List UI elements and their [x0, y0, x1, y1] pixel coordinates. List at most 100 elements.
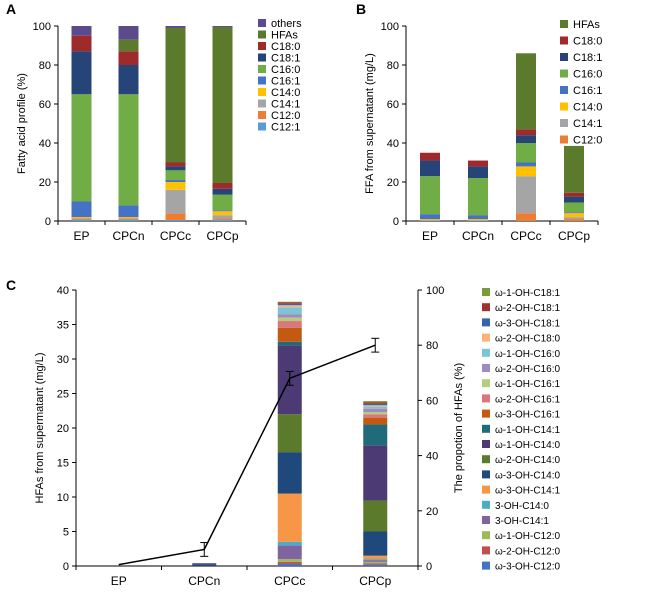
panel-a-bar-ep-c16-1: [71, 201, 92, 218]
panel-c-bar-cpcc-w-1-oh-c14-1: [277, 341, 302, 346]
panel-c-legend-label-w-2-oh-c16-0: ω-2-OH-C16:0: [495, 364, 560, 375]
panel-a-legend-label-c18-0: C18:0: [271, 41, 300, 53]
panel-b-bar-cpcn-c14-0: [468, 219, 488, 221]
panel-c-y2-tick-label: 80: [426, 340, 438, 352]
panel-b-bar-cpcp-hfas: [564, 145, 584, 193]
panel-b-y-tick-label: 20: [387, 177, 399, 189]
panel-b-bar-cpcn-c18-1: [468, 166, 488, 179]
panel-b-legend-swatch-c18-0: [560, 36, 568, 45]
panel-c-bar-cpcp-w-1-oh-c16-1: [363, 412, 388, 415]
panel-c-legend-swatch-w-1-oh-c12-0: [482, 531, 490, 540]
panel-a-legend-label-c18-1: C18:1: [271, 53, 300, 65]
panel-c-y2-tick-label: 100: [426, 285, 444, 297]
panel-b-y-tick-label: 100: [381, 21, 399, 33]
panel-c-bar-cpcp-w-3-oh-c14-0: [363, 531, 388, 556]
panel-a-bar-cpcp-c12-0: [212, 219, 233, 221]
panel-a-bar-ep-c18-0: [71, 35, 92, 52]
panel-c-bar-cpcn-w-1-oh-c14-0: [192, 563, 217, 565]
panel-a-legend-swatch-others: [258, 19, 266, 27]
panel-b-legend-label-c12-0: C12:0: [573, 135, 602, 147]
panel-a-legend-swatch-c14-1: [258, 99, 266, 108]
panel-b-legend-swatch-c14-0: [560, 102, 568, 111]
panel-c-bar-cpcc-w-2-oh-c12-0: [277, 561, 302, 564]
panel-a-bar-cpcc-others: [165, 26, 186, 28]
panel-c-legend-label-w-3-oh-c12-0: ω-3-OH-C12:0: [495, 562, 560, 573]
panel-c-proportion-line: [118, 344, 376, 566]
panel-b-bar-ep-c16-1: [420, 214, 440, 220]
panel-c-bar-cpcc-w-3-oh-c14-1: [277, 493, 302, 542]
panel-a-bar-cpcp-c14-1: [212, 215, 233, 220]
panel-a-legend-swatch-c14-0: [258, 88, 266, 96]
panel-a-bar-cpcp-c18-0: [212, 182, 233, 189]
panel-c-legend-swatch-w-3-oh-c14-0: [482, 470, 490, 479]
panel-c-bar-cpcp-w-1-oh-c14-1: [363, 424, 388, 446]
panel-c-bar-cpcp-w-2-oh-c12-0: [363, 563, 388, 565]
panel-c-bar-cpcc-w-3-oh-c12-0: [277, 563, 302, 566]
panel-b-legend-label-c14-1: C14:1: [573, 118, 602, 130]
panel-b-legend-swatch-c14-1: [560, 119, 568, 127]
panel-c-category-label: CPCn: [188, 574, 220, 588]
panel-c-legend-swatch-3-oh-c14-1: [482, 516, 490, 524]
panel-a-y-tick-label: 80: [39, 60, 51, 72]
panel-b-y-tick-label: 40: [387, 138, 399, 150]
panel-c-legend-label-w-3-oh-c16-1: ω-3-OH-C16:1: [495, 410, 560, 421]
panel-c-legend-swatch-w-2-oh-c18-0: [482, 333, 490, 342]
panel-c-y-axis-label: HFAs from supermatant (mg/L): [34, 353, 46, 504]
panel-a-legend-label-c16-0: C16:0: [271, 64, 300, 76]
panel-c-legend-label-w-1-oh-c16-0: ω-1-OH-C16:0: [495, 349, 560, 360]
panel-b-bar-ep-c18-1: [420, 160, 440, 177]
panel-c-legend-swatch-w-3-oh-c12-0: [482, 561, 490, 570]
panel-a-legend-label-c12-1: C12:1: [271, 122, 300, 134]
panel-b-bar-cpcp-c16-1: [564, 212, 584, 214]
panel-b-bar-cpcp-c18-0: [564, 192, 584, 197]
panel-b-legend-swatch-c16-0: [560, 69, 568, 78]
panel-c-legend-label-w-1-oh-c16-1: ω-1-OH-C16:1: [495, 379, 560, 390]
panel-a-bar-ep-c18-1: [71, 51, 92, 95]
panel-c-y2-axis-label: The propotion of HFAs (%): [453, 363, 465, 493]
panel-a-bar-cpcn-c18-0: [118, 51, 139, 65]
panel-c-legend-label-w-1-oh-c14-0: ω-1-OH-C14:0: [495, 440, 560, 451]
panel-c-category-label: EP: [111, 574, 127, 588]
panel-a-legend-swatch-c18-1: [258, 53, 266, 62]
panel-b-legend-swatch-c12-0: [560, 135, 568, 144]
panel-a-bar-ep-others: [71, 26, 92, 36]
panel-b-bar-cpcc-c18-0: [516, 129, 536, 136]
panel-a-category-label: CPCn: [112, 229, 144, 243]
panel-a-bar-cpcc-c18-0: [165, 162, 186, 167]
panel-a-category-label: EP: [73, 229, 89, 243]
panel-c-legend-swatch-w-3-oh-c18-1: [482, 318, 490, 327]
panel-c-legend-swatch-w-1-oh-c16-1: [482, 379, 490, 388]
panel-c-category-label: CPCc: [274, 574, 305, 588]
panel-c-y-tick-label: 40: [57, 285, 69, 297]
panel-a-bar-cpcn-c16-0: [118, 94, 139, 206]
panel-c-bar-cpcc-w-2-oh-c18-0: [277, 305, 302, 308]
panel-a-bar-ep-c12-1: [71, 220, 92, 221]
panel-c-legend-label-w-1-oh-c12-0: ω-1-OH-C12:0: [495, 531, 560, 542]
panel-c-bar-cpcp-w-3-oh-c14-1: [363, 555, 388, 560]
panel-a-bar-cpcn-c12-0: [118, 219, 139, 221]
panel-a-legend-label-hfas: HFAs: [271, 30, 298, 42]
panel-c-legend-swatch-w-3-oh-c16-1: [482, 409, 490, 418]
panel-a-bar-cpcc-c14-1: [165, 189, 186, 214]
panel-c-bar-cpcc-w-3-oh-c14-0: [277, 452, 302, 494]
panel-a-legend-swatch-hfas: [258, 30, 266, 39]
panel-c-y-tick-label: 5: [63, 527, 69, 539]
panel-c-bar-cpcc-w-2-oh-c16-1: [277, 321, 302, 328]
panel-letter-c: C: [6, 277, 16, 293]
panel-c-bar-cpcp-3-oh-c14-1: [363, 560, 388, 562]
panel-b-legend-label-c18-0: C18:0: [573, 36, 602, 48]
panel-a-bar-cpcc-c16-0: [165, 170, 186, 181]
panel-a-y-tick-label: 0: [45, 216, 51, 228]
panel-a-legend-swatch-c16-0: [258, 65, 266, 73]
panel-c-bar-cpcc-w-1-oh-c18-1: [277, 301, 302, 303]
panel-c-bar-cpcp-w-3-oh-c12-0: [363, 564, 388, 566]
panel-c-y2-tick-label: 60: [426, 395, 438, 407]
panel-c-bar-cpcn-w-3-oh-c14-0: [192, 564, 217, 566]
panel-c-legend-swatch-w-2-oh-c18-1: [482, 303, 490, 312]
panel-c-bar-cpcp-w-1-oh-c16-0: [363, 406, 388, 409]
panel-c-y-tick-label: 0: [63, 561, 69, 573]
panel-b-bar-ep-c14-1: [420, 220, 440, 221]
panel-c-legend-swatch-w-1-oh-c14-0: [482, 440, 490, 448]
panel-a-bar-cpcp-c14-0: [212, 211, 233, 216]
